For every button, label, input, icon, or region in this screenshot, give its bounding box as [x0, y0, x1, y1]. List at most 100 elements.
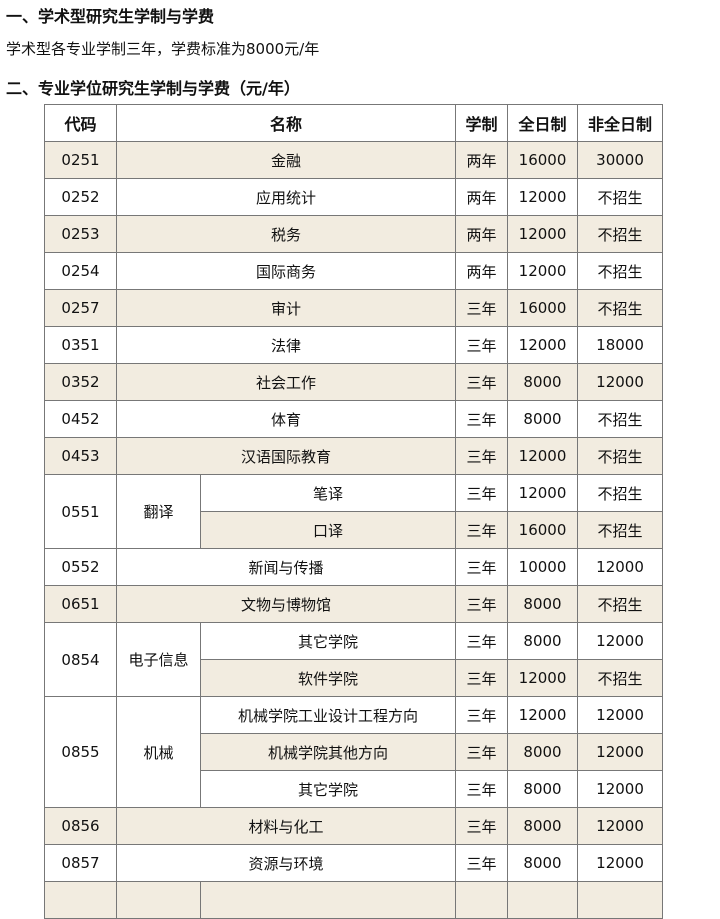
part-time-fee-cell: 18000 — [577, 326, 664, 364]
section2-title: 二、专业学位研究生学制与学费（元/年） — [6, 79, 300, 98]
group-name-cell: 翻译 — [116, 474, 201, 549]
part-time-fee-cell: 不招生 — [577, 289, 664, 327]
empty-cell — [507, 881, 579, 919]
header-years: 学制 — [455, 104, 509, 142]
table-row: 0257 审计 三年 16000 不招生 — [44, 289, 664, 327]
table-row: 0552 新闻与传播 三年 10000 12000 — [44, 548, 664, 586]
years-cell: 三年 — [455, 770, 509, 808]
full-time-fee-cell: 16000 — [507, 141, 579, 179]
table-row: 口译 三年 16000 不招生 — [45, 511, 664, 549]
code-cell: 0552 — [44, 548, 117, 586]
part-time-fee-cell: 12000 — [577, 807, 664, 845]
empty-cell — [577, 881, 664, 919]
code-cell: 0854 — [44, 622, 117, 697]
part-time-fee-cell: 不招生 — [577, 585, 664, 623]
years-cell: 两年 — [455, 178, 509, 216]
years-cell: 三年 — [455, 844, 509, 882]
code-cell: 0351 — [44, 326, 117, 364]
years-cell: 三年 — [455, 511, 509, 549]
years-cell: 三年 — [455, 289, 509, 327]
name-cell: 资源与环境 — [115, 844, 457, 882]
empty-cell — [44, 881, 117, 919]
table-row: 0251 金融 两年 16000 30000 — [44, 141, 664, 179]
header-full: 全日制 — [507, 104, 579, 142]
part-time-fee-cell: 不招生 — [577, 659, 664, 697]
subname-cell: 其它学院 — [199, 770, 457, 808]
code-cell: 0551 — [44, 474, 117, 549]
part-time-fee-cell: 不招生 — [577, 178, 664, 216]
name-cell: 法律 — [115, 326, 457, 364]
part-time-fee-cell: 12000 — [577, 696, 664, 734]
full-time-fee-cell: 16000 — [507, 289, 579, 327]
full-time-fee-cell: 12000 — [507, 696, 579, 734]
name-cell: 文物与博物馆 — [115, 585, 457, 623]
part-time-fee-cell: 12000 — [577, 622, 664, 660]
full-time-fee-cell: 16000 — [507, 511, 579, 549]
subname-cell: 口译 — [199, 511, 457, 549]
empty-cell — [116, 881, 201, 919]
years-cell: 三年 — [455, 733, 509, 771]
years-cell: 三年 — [455, 437, 509, 475]
table-row: 0854 电子信息 其它学院 三年 8000 12000 — [44, 622, 664, 697]
table-row: 其它学院 三年 8000 12000 — [45, 770, 664, 808]
section1-title: 一、学术型研究生学制与学费 — [6, 7, 215, 26]
name-cell: 汉语国际教育 — [115, 437, 457, 475]
full-time-fee-cell: 10000 — [507, 548, 579, 586]
part-time-fee-cell: 12000 — [577, 363, 664, 401]
code-cell: 0452 — [44, 400, 117, 438]
code-cell: 0651 — [44, 585, 117, 623]
section1-text: 学术型各专业学制三年，学费标准为8000元/年 — [6, 40, 320, 58]
part-time-fee-cell: 12000 — [577, 844, 664, 882]
table-row: 软件学院 三年 12000 不招生 — [45, 659, 664, 697]
code-cell: 0254 — [44, 252, 117, 290]
years-cell: 三年 — [455, 659, 509, 697]
part-time-fee-cell: 不招生 — [577, 215, 664, 253]
part-time-fee-cell: 12000 — [577, 548, 664, 586]
table-row: 0857 资源与环境 三年 8000 12000 — [44, 844, 664, 882]
name-cell: 新闻与传播 — [115, 548, 457, 586]
table-row: 0551 翻译 笔译 三年 12000 不招生 — [44, 474, 664, 549]
table-header-row: 代码 名称 学制 全日制 非全日制 — [44, 104, 664, 142]
full-time-fee-cell: 12000 — [507, 326, 579, 364]
table-row: 0651 文物与博物馆 三年 8000 不招生 — [44, 585, 664, 623]
empty-cell — [199, 881, 457, 919]
full-time-fee-cell: 12000 — [507, 474, 579, 512]
years-cell: 三年 — [455, 585, 509, 623]
table-row: 0352 社会工作 三年 8000 12000 — [44, 363, 664, 401]
years-cell: 三年 — [455, 474, 509, 512]
header-code: 代码 — [44, 104, 117, 142]
table-row: 0452 体育 三年 8000 不招生 — [44, 400, 664, 438]
table-row: 0252 应用统计 两年 12000 不招生 — [44, 178, 664, 216]
subname-cell: 笔译 — [199, 474, 457, 512]
table-row: 0253 税务 两年 12000 不招生 — [44, 215, 664, 253]
code-cell: 0855 — [44, 696, 117, 808]
group-name-cell: 电子信息 — [116, 622, 201, 697]
full-time-fee-cell: 12000 — [507, 659, 579, 697]
full-time-fee-cell: 8000 — [507, 400, 579, 438]
part-time-fee-cell: 30000 — [577, 141, 664, 179]
name-cell: 税务 — [115, 215, 457, 253]
years-cell: 三年 — [455, 696, 509, 734]
code-cell: 0857 — [44, 844, 117, 882]
full-time-fee-cell: 8000 — [507, 363, 579, 401]
name-cell: 金融 — [115, 141, 457, 179]
code-cell: 0252 — [44, 178, 117, 216]
years-cell: 三年 — [455, 400, 509, 438]
years-cell: 三年 — [455, 622, 509, 660]
years-cell: 两年 — [455, 215, 509, 253]
header-part: 非全日制 — [577, 104, 664, 142]
part-time-fee-cell: 不招生 — [577, 437, 664, 475]
name-cell: 社会工作 — [115, 363, 457, 401]
table-row: 机械学院其他方向 三年 8000 12000 — [45, 733, 664, 771]
name-cell: 应用统计 — [115, 178, 457, 216]
code-cell: 0856 — [44, 807, 117, 845]
years-cell: 三年 — [455, 548, 509, 586]
full-time-fee-cell: 12000 — [507, 252, 579, 290]
part-time-fee-cell: 不招生 — [577, 252, 664, 290]
table-row: 0856 材料与化工 三年 8000 12000 — [44, 807, 664, 845]
header-name: 名称 — [115, 104, 457, 142]
years-cell: 三年 — [455, 363, 509, 401]
name-cell: 材料与化工 — [115, 807, 457, 845]
tuition-table: 代码 名称 学制 全日制 非全日制 0251 金融 两年 16000 30000 0252… — [44, 104, 664, 919]
table-row: 0351 法律 三年 12000 18000 — [44, 326, 664, 364]
